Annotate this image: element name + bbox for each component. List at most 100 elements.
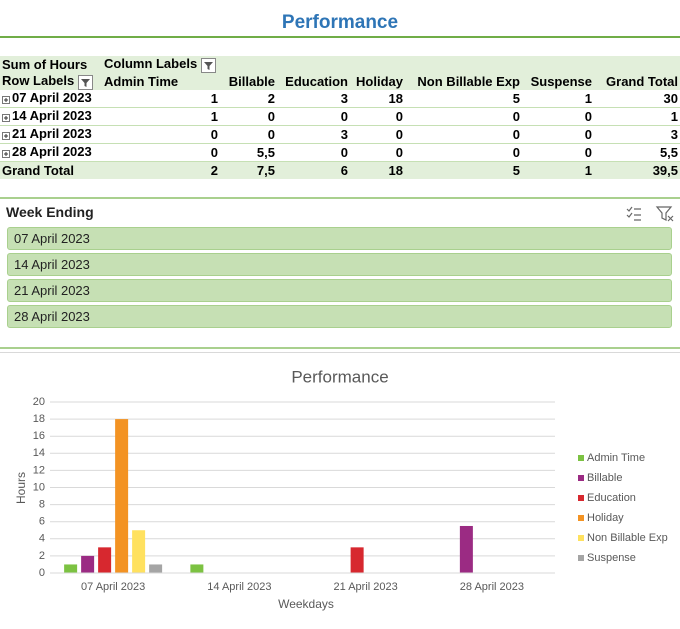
expand-button[interactable]: [2, 128, 10, 143]
slicer-item[interactable]: 07 April 2023: [7, 227, 672, 250]
column-header: Grand Total: [594, 73, 680, 90]
pivot-cell: 1: [522, 90, 594, 108]
grand-total-cell: 6: [277, 161, 350, 179]
row-label: 28 April 2023: [0, 143, 102, 162]
pivot-cell: 1: [102, 90, 220, 108]
slicer-item[interactable]: 28 April 2023: [7, 305, 672, 328]
bar: [459, 525, 473, 573]
pivot-cell: 5,5: [594, 143, 680, 162]
pivot-cell: 18: [350, 90, 405, 108]
page-title: Performance: [281, 12, 399, 33]
bar: [64, 564, 78, 573]
slicer-tools[interactable]: [624, 205, 674, 223]
chart-border: [0, 352, 680, 353]
y-tick-label: 10: [33, 481, 45, 493]
row-labels-text: Row Labels: [2, 73, 75, 89]
legend-swatch: [578, 555, 584, 561]
expand-button[interactable]: [2, 92, 10, 107]
pivot-cell: 0: [350, 107, 405, 126]
column-labels: Column Labels: [102, 56, 277, 73]
pivot-cell: 1: [594, 107, 680, 126]
row-label-text: 28 April 2023: [12, 144, 92, 160]
pivot-cell: 0: [405, 125, 522, 144]
row-label: 07 April 2023: [0, 90, 102, 108]
grand-total-cell: 2: [102, 161, 220, 179]
pivot-cell: 5,5: [220, 143, 277, 162]
header-fill: [277, 56, 680, 73]
y-tick-label: 4: [39, 533, 45, 545]
pivot-cell: 0: [350, 125, 405, 144]
legend-label: Suspense: [587, 552, 636, 564]
y-tick-label: 14: [33, 447, 45, 459]
pivot-row: 21 April 2023 0 0 3 0 0 0 3: [0, 125, 680, 144]
grand-total-cell: 5: [405, 161, 522, 179]
chart: Performance Weekdays Hours 0 2 4 6 8 10 12 14 16…: [0, 352, 680, 611]
slicer-item[interactable]: 14 April 2023: [7, 253, 672, 276]
x-tick-label: 14 April 2023: [207, 581, 271, 593]
y-tick-label: 0: [39, 567, 45, 579]
slicer-item[interactable]: 21 April 2023: [7, 279, 672, 302]
expand-button[interactable]: [2, 110, 10, 125]
legend-swatch: [578, 455, 584, 461]
pivot-cell: 0: [220, 107, 277, 126]
row-label: 14 April 2023: [0, 107, 102, 126]
grand-total-cell: 7,5: [220, 161, 277, 179]
bar: [98, 547, 112, 573]
pivot-cell: 0: [350, 143, 405, 162]
column-header: Billable: [220, 73, 277, 90]
legend-label: Education: [587, 492, 636, 504]
pivot-row: 07 April 2023 1 2 3 18 5 1 30: [0, 90, 680, 108]
column-header: Education: [277, 73, 350, 90]
y-tick-label: 2: [39, 550, 45, 562]
column-header: Suspense: [522, 73, 594, 90]
y-tick-label: 12: [33, 464, 45, 476]
column-labels-text: Column Labels: [104, 56, 198, 72]
y-tick-label: 20: [33, 396, 45, 408]
legend-label: Non Billable Exp: [587, 532, 668, 544]
pivot-cell: 0: [102, 143, 220, 162]
pivot-row: 14 April 2023 1 0 0 0 0 0 1: [0, 107, 680, 126]
legend-swatch: [578, 535, 584, 541]
pivot-cell: 0: [277, 143, 350, 162]
filter-button[interactable]: [78, 74, 94, 90]
grand-total-label: Grand Total: [0, 161, 102, 179]
grand-total-cell: 39,5: [594, 161, 680, 179]
chart-title: Performance: [291, 367, 388, 386]
pivot-cell: 3: [277, 90, 350, 108]
pivot-cell: 0: [277, 107, 350, 126]
slicer-title: Week Ending: [6, 204, 94, 220]
pivot-row: 28 April 2023 0 5,5 0 0 0 0 5,5: [0, 143, 680, 162]
row-label: 21 April 2023: [0, 125, 102, 144]
pivot-cell: 0: [522, 143, 594, 162]
row-label-text: 07 April 2023: [12, 90, 92, 106]
pivot-cell: 3: [277, 125, 350, 144]
bar: [350, 547, 364, 573]
pivot-cell: 0: [220, 125, 277, 144]
y-tick-label: 6: [39, 516, 45, 528]
y-tick-label: 8: [39, 499, 45, 511]
pivot-header: Row Labels Admin Time Billable Education Hol…: [0, 73, 680, 90]
column-header: Admin Time: [102, 73, 220, 90]
bar: [115, 419, 129, 573]
pivot-cell: 0: [522, 125, 594, 144]
slicer: Week Ending 07 April 2023 14 April 2023 21…: [0, 197, 680, 349]
column-header: Non Billable Exp: [405, 73, 522, 90]
pivot-cell: 30: [594, 90, 680, 108]
bar: [190, 564, 204, 573]
pivot-cell: 2: [220, 90, 277, 108]
pivot-cell: 0: [522, 107, 594, 126]
pivot-corner: Sum of Hours: [0, 56, 102, 73]
column-header: Holiday: [350, 73, 405, 90]
legend-swatch: [578, 495, 584, 501]
grand-total-cell: 18: [350, 161, 405, 179]
y-axis-label: Hours: [14, 472, 28, 504]
expand-button[interactable]: [2, 146, 10, 161]
row-label-text: 21 April 2023: [12, 126, 92, 142]
corner-label: Sum of Hours: [2, 57, 88, 72]
filter-button[interactable]: [201, 57, 217, 73]
y-tick-label: 18: [33, 413, 45, 425]
x-tick-label: 28 April 2023: [460, 581, 524, 593]
legend-label: Holiday: [587, 512, 624, 524]
pivot-header: Sum of Hours Column Labels: [0, 56, 680, 73]
